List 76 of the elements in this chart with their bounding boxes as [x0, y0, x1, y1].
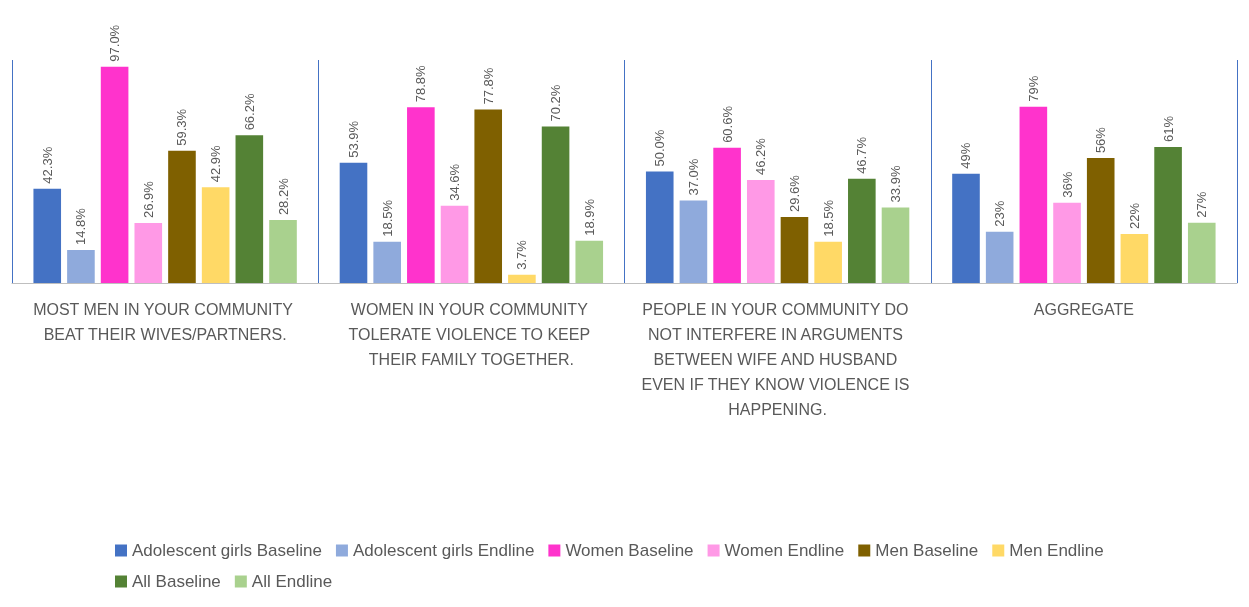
- legend-label: Adolescent girls Baseline: [132, 541, 322, 560]
- data-label: 23%: [992, 200, 1008, 227]
- legend-label: Adolescent girls Endline: [352, 541, 535, 560]
- data-label: 61%: [1160, 115, 1176, 142]
- data-label: 77.8%: [480, 67, 496, 105]
- x-tick-label: PEOPLE IN YOUR COMMUNITY DO NOT INTERFERE IN ARGUMENTS BETWEEN WIFE AND HUSBAND EVEN IF THEY KNOW VIOLENCE IS HAPPENING.: [641, 301, 914, 418]
- bar: [713, 147, 741, 283]
- bar: [67, 250, 95, 283]
- bar: [746, 179, 775, 283]
- legend-label: All Endline: [251, 572, 333, 591]
- data-label: 42.9%: [208, 145, 224, 183]
- data-label: 28.2%: [275, 177, 291, 216]
- data-label: 37.0%: [685, 158, 701, 196]
- bar: [201, 187, 230, 283]
- legend-label: Women Baseline: [565, 541, 694, 560]
- bar: [235, 135, 264, 283]
- bar: [1154, 146, 1182, 283]
- bar: [848, 178, 876, 283]
- data-label: 29.6%: [786, 174, 802, 212]
- bar: [373, 241, 401, 283]
- bar: [952, 173, 980, 283]
- data-label: 18.5%: [820, 199, 836, 237]
- data-label: 60.6%: [719, 105, 735, 143]
- bar: [134, 223, 163, 283]
- data-label: 18.9%: [581, 198, 597, 236]
- bar: [1120, 233, 1149, 283]
- data-label: 46.2%: [753, 137, 769, 175]
- bar: [645, 171, 674, 283]
- data-label: 36%: [1059, 171, 1075, 198]
- bar: [339, 162, 368, 283]
- bar: [33, 188, 62, 283]
- bar: [440, 205, 469, 283]
- legend-label: Women Endline: [724, 541, 845, 560]
- bar: [269, 220, 297, 283]
- bar: [508, 274, 536, 283]
- data-label: 3.7%: [514, 239, 530, 270]
- data-label: 49%: [958, 142, 974, 169]
- data-label: 34.6%: [447, 163, 463, 201]
- bar: [1187, 222, 1216, 283]
- bar: [814, 241, 842, 283]
- data-label: 53.9%: [345, 120, 361, 158]
- data-label: 33.9%: [888, 165, 904, 203]
- bar: [679, 200, 708, 283]
- data-label: 79%: [1025, 75, 1041, 102]
- bar: [168, 150, 196, 283]
- bar: [1053, 202, 1081, 283]
- x-tick-label: WOMEN IN YOUR COMMUNITY TOLERATE VIOLENCE TO KEEP THEIR FAMILY TOGETHER.: [348, 301, 595, 368]
- bar: [575, 240, 604, 283]
- bar: [780, 216, 809, 283]
- data-label: 50.0%: [652, 129, 668, 167]
- data-label: 26.9%: [140, 180, 156, 219]
- bar: [100, 66, 129, 283]
- bar: [985, 231, 1014, 283]
- data-label: 46.7%: [854, 136, 870, 174]
- data-label: 14.8%: [73, 207, 89, 245]
- data-label: 22%: [1126, 202, 1142, 229]
- data-label: 97.0%: [107, 24, 123, 62]
- x-tick-label: AGGREGATE: [1033, 301, 1134, 318]
- data-label: 56%: [1093, 126, 1109, 154]
- legend-label: Men Endline: [1009, 541, 1104, 560]
- legend-label: All Baseline: [132, 572, 221, 591]
- data-label: 27%: [1194, 191, 1210, 218]
- data-label: 42.3%: [39, 146, 55, 184]
- bar: [407, 107, 435, 283]
- data-label: 18.5%: [379, 199, 395, 237]
- bar: [1086, 158, 1115, 283]
- data-label: 70.2%: [548, 84, 564, 122]
- bar: [881, 207, 910, 283]
- bar: [1019, 106, 1048, 283]
- data-label: 78.8%: [413, 64, 429, 103]
- bar: [474, 109, 503, 283]
- data-label: 59.3%: [174, 108, 190, 146]
- x-tick-label: MOST MEN IN YOUR COMMUNITY BEAT THEIR WIVES/PARTNERS.: [33, 301, 298, 343]
- bar: [541, 126, 570, 283]
- legend-label: Men Baseline: [875, 541, 979, 560]
- data-label: 66.2%: [241, 93, 257, 131]
